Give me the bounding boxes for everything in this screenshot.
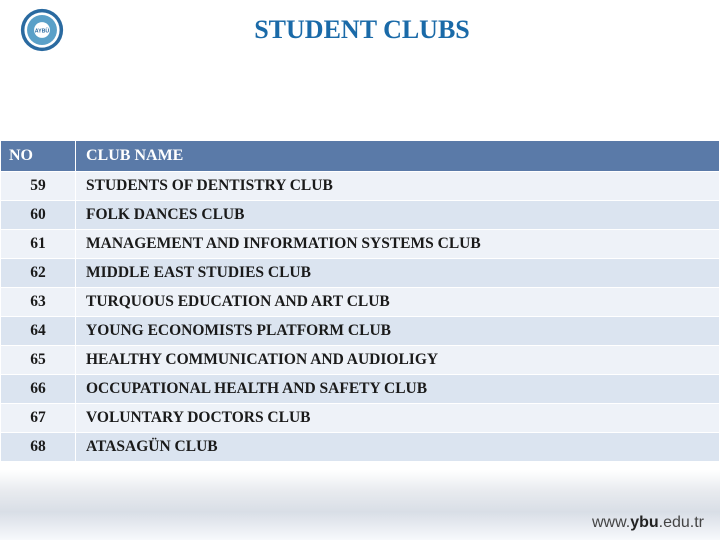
- table-row: 64YOUNG ECONOMISTS PLATFORM CLUB: [1, 317, 720, 346]
- cell-no: 65: [1, 346, 76, 375]
- cell-no: 64: [1, 317, 76, 346]
- table-row: 63TURQUOUS EDUCATION AND ART CLUB: [1, 288, 720, 317]
- table-header-row: NO CLUB NAME: [1, 141, 720, 172]
- footer-url: www.ybu.edu.tr: [592, 514, 704, 532]
- clubs-table-container: NO CLUB NAME 59STUDENTS OF DENTISTRY CLU…: [0, 140, 720, 462]
- table-row: 59STUDENTS OF DENTISTRY CLUB: [1, 172, 720, 201]
- cell-no: 62: [1, 259, 76, 288]
- table-row: 62MIDDLE EAST STUDIES CLUB: [1, 259, 720, 288]
- cell-no: 66: [1, 375, 76, 404]
- url-domain: ybu: [630, 514, 658, 531]
- cell-club-name: FOLK DANCES CLUB: [76, 201, 720, 230]
- clubs-table: NO CLUB NAME 59STUDENTS OF DENTISTRY CLU…: [0, 140, 720, 462]
- cell-club-name: TURQUOUS EDUCATION AND ART CLUB: [76, 288, 720, 317]
- url-suffix: .edu.tr: [659, 514, 704, 531]
- page-title: STUDENT CLUBS: [94, 15, 700, 45]
- cell-club-name: VOLUNTARY DOCTORS CLUB: [76, 404, 720, 433]
- cell-club-name: MIDDLE EAST STUDIES CLUB: [76, 259, 720, 288]
- slide-header: AYBÜ STUDENT CLUBS: [0, 0, 720, 62]
- cell-no: 59: [1, 172, 76, 201]
- table-row: 67VOLUNTARY DOCTORS CLUB: [1, 404, 720, 433]
- table-row: 60FOLK DANCES CLUB: [1, 201, 720, 230]
- col-header-name: CLUB NAME: [76, 141, 720, 172]
- cell-club-name: STUDENTS OF DENTISTRY CLUB: [76, 172, 720, 201]
- cell-no: 63: [1, 288, 76, 317]
- table-row: 68ATASAGÜN CLUB: [1, 433, 720, 462]
- cell-no: 60: [1, 201, 76, 230]
- cell-club-name: OCCUPATIONAL HEALTH AND SAFETY CLUB: [76, 375, 720, 404]
- url-prefix: www.: [592, 514, 630, 531]
- university-logo: AYBÜ: [20, 8, 64, 52]
- cell-club-name: HEALTHY COMMUNICATION AND AUDIOLIGY: [76, 346, 720, 375]
- svg-text:AYBÜ: AYBÜ: [35, 28, 50, 35]
- table-row: 61MANAGEMENT AND INFORMATION SYSTEMS CLU…: [1, 230, 720, 259]
- cell-no: 61: [1, 230, 76, 259]
- cell-no: 67: [1, 404, 76, 433]
- cell-club-name: YOUNG ECONOMISTS PLATFORM CLUB: [76, 317, 720, 346]
- cell-no: 68: [1, 433, 76, 462]
- cell-club-name: MANAGEMENT AND INFORMATION SYSTEMS CLUB: [76, 230, 720, 259]
- col-header-no: NO: [1, 141, 76, 172]
- cell-club-name: ATASAGÜN CLUB: [76, 433, 720, 462]
- table-row: 65HEALTHY COMMUNICATION AND AUDIOLIGY: [1, 346, 720, 375]
- table-row: 66OCCUPATIONAL HEALTH AND SAFETY CLUB: [1, 375, 720, 404]
